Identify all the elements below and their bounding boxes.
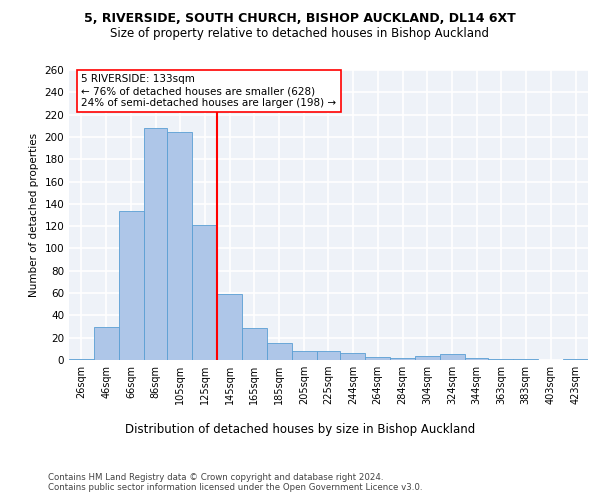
Text: Contains public sector information licensed under the Open Government Licence v3: Contains public sector information licen… <box>48 482 422 492</box>
Bar <box>390 358 415 360</box>
Text: Distribution of detached houses by size in Bishop Auckland: Distribution of detached houses by size … <box>125 422 475 436</box>
Y-axis label: Number of detached properties: Number of detached properties <box>29 133 39 297</box>
Bar <box>242 328 267 360</box>
Text: 5, RIVERSIDE, SOUTH CHURCH, BISHOP AUCKLAND, DL14 6XT: 5, RIVERSIDE, SOUTH CHURCH, BISHOP AUCKL… <box>84 12 516 26</box>
Bar <box>415 356 440 360</box>
Bar <box>292 351 317 360</box>
Bar <box>192 225 217 360</box>
Bar <box>563 359 588 360</box>
Bar <box>217 294 242 360</box>
Bar <box>365 356 390 360</box>
Bar <box>143 128 167 360</box>
Bar <box>488 359 514 360</box>
Text: 5 RIVERSIDE: 133sqm
← 76% of detached houses are smaller (628)
24% of semi-detac: 5 RIVERSIDE: 133sqm ← 76% of detached ho… <box>82 74 337 108</box>
Bar <box>340 354 365 360</box>
Bar <box>440 354 465 360</box>
Bar <box>465 358 488 360</box>
Bar <box>267 344 292 360</box>
Bar <box>514 359 538 360</box>
Text: Contains HM Land Registry data © Crown copyright and database right 2024.: Contains HM Land Registry data © Crown c… <box>48 472 383 482</box>
Bar <box>94 326 119 360</box>
Bar <box>119 210 143 360</box>
Bar <box>317 351 340 360</box>
Bar <box>69 359 94 360</box>
Bar <box>167 132 192 360</box>
Text: Size of property relative to detached houses in Bishop Auckland: Size of property relative to detached ho… <box>110 28 490 40</box>
